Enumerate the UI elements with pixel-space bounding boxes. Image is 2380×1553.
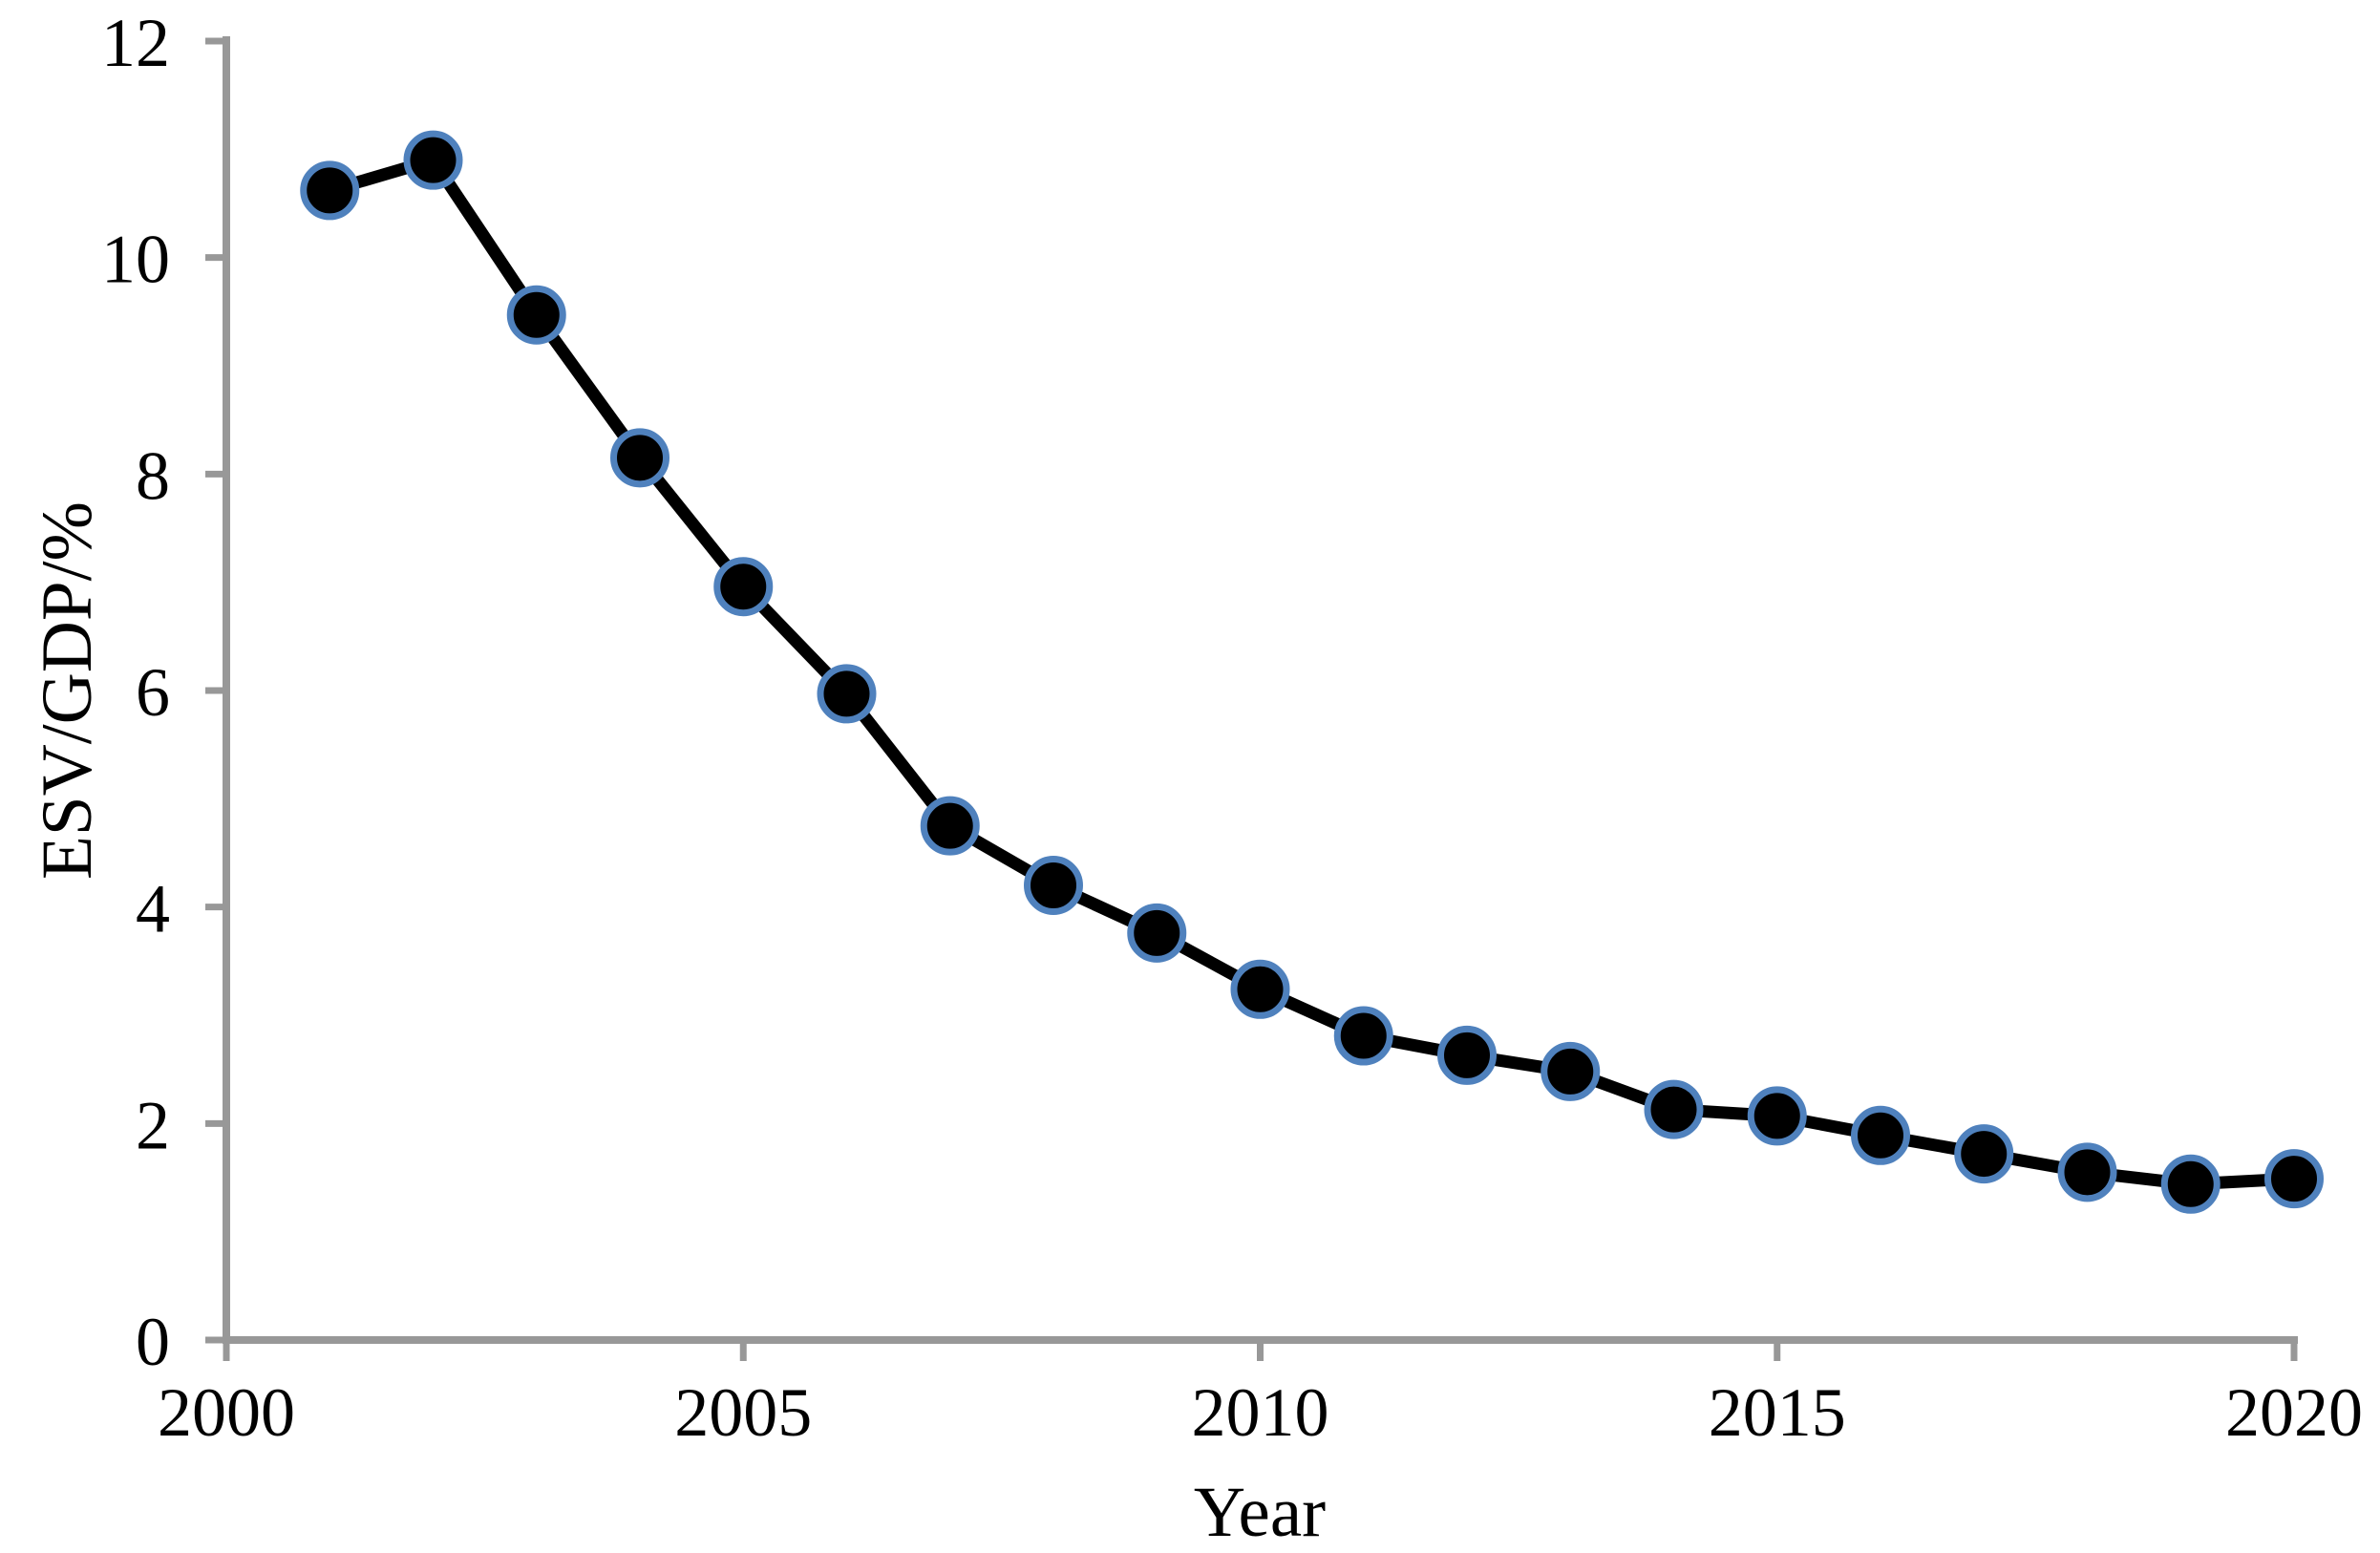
data-point-2017: [1954, 1124, 2014, 1184]
data-point-2014: [1644, 1079, 1704, 1139]
y-tick-label: 6: [136, 654, 170, 731]
y-tick-label: 2: [136, 1087, 170, 1163]
data-point-2011: [1333, 1006, 1393, 1066]
data-point-2001: [300, 160, 360, 221]
y-tick-label: 4: [136, 871, 170, 947]
data-point-2018: [2057, 1142, 2117, 1202]
x-tick-label: 2010: [1192, 1374, 1329, 1451]
data-point-2002: [403, 130, 463, 190]
data-point-2010: [1230, 959, 1290, 1019]
x-axis-title: Year: [1194, 1473, 1326, 1552]
y-axis-ticks: 0 2 4 6 8 10 12: [101, 5, 226, 1380]
y-tick-label: 0: [136, 1304, 170, 1380]
data-series: [300, 130, 2324, 1214]
data-point-2008: [1024, 856, 1083, 915]
x-tick-label: 2005: [674, 1374, 812, 1451]
y-tick-label: 10: [101, 222, 170, 298]
data-point-2020: [2264, 1149, 2324, 1209]
data-point-2006: [817, 664, 877, 724]
data-point-2009: [1127, 903, 1187, 963]
y-tick-label: 12: [101, 5, 170, 81]
y-axis-title: ESV/GDP/%: [28, 501, 107, 880]
data-point-2007: [920, 796, 980, 856]
data-point-2003: [506, 285, 566, 345]
data-point-2016: [1851, 1105, 1910, 1165]
data-point-2004: [610, 428, 669, 488]
data-point-2013: [1541, 1041, 1601, 1101]
data-point-2005: [713, 557, 774, 617]
data-point-2019: [2160, 1154, 2221, 1214]
x-tick-label: 2000: [158, 1374, 295, 1451]
x-tick-label: 2020: [2225, 1374, 2363, 1451]
data-point-2015: [1747, 1086, 1807, 1146]
x-tick-label: 2015: [1709, 1374, 1846, 1451]
series-line: [323, 154, 2301, 1191]
y-tick-label: 8: [136, 437, 170, 514]
data-point-2012: [1437, 1025, 1497, 1085]
x-axis-ticks: 2000 2005 2010 2015 2020: [158, 1340, 2363, 1451]
